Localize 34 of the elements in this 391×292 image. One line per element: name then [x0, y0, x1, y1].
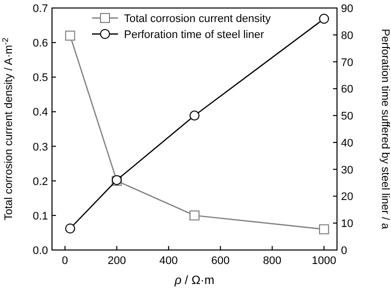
point	[190, 110, 200, 121]
point	[65, 30, 76, 41]
point	[65, 223, 76, 234]
y2-tick-label: 10	[341, 218, 354, 230]
x-tick-label: 600	[211, 255, 230, 267]
y2-tick-label: 60	[341, 84, 354, 96]
point	[319, 224, 330, 234]
x-tick-label: 400	[159, 255, 178, 267]
y-tick-label: 0.6	[32, 38, 48, 50]
x-tick-label: 1000	[312, 255, 336, 267]
point	[319, 14, 330, 24]
y-tick-label: 0.5	[32, 72, 48, 84]
y2-tick-label: 70	[341, 56, 354, 69]
y-tick-label: 0.2	[32, 176, 48, 188]
x-axis-title: ρ / Ω·m	[174, 273, 214, 287]
y2-axis-title: Perforation time suffered by steel liner / a	[379, 28, 391, 230]
y2-tick-label: 90	[341, 3, 354, 15]
x-tick-label: 0	[62, 255, 68, 267]
y2-tick-label: 30	[341, 164, 354, 176]
y2-tick-label: 80	[341, 30, 354, 42]
y-tick-label: 0.1	[32, 210, 48, 222]
y2-tick-label: 40	[341, 137, 354, 150]
legend-label: Total corrosion current density	[124, 13, 272, 25]
y-tick-label: 0.0	[32, 245, 48, 257]
y-tick-label: 0.4	[32, 106, 48, 119]
y-tick-label: 0.3	[32, 141, 48, 154]
x-tick-label: 200	[108, 255, 126, 267]
x-tick-label: 800	[263, 255, 282, 267]
y2-tick-label: 50	[341, 110, 354, 123]
legend-label: Perforation time of steel liner	[124, 29, 264, 41]
y2-tick-label: 20	[341, 191, 354, 204]
point	[190, 210, 200, 220]
y2-tick-label: 0	[341, 245, 348, 257]
y-tick-label: 0.7	[32, 3, 48, 15]
